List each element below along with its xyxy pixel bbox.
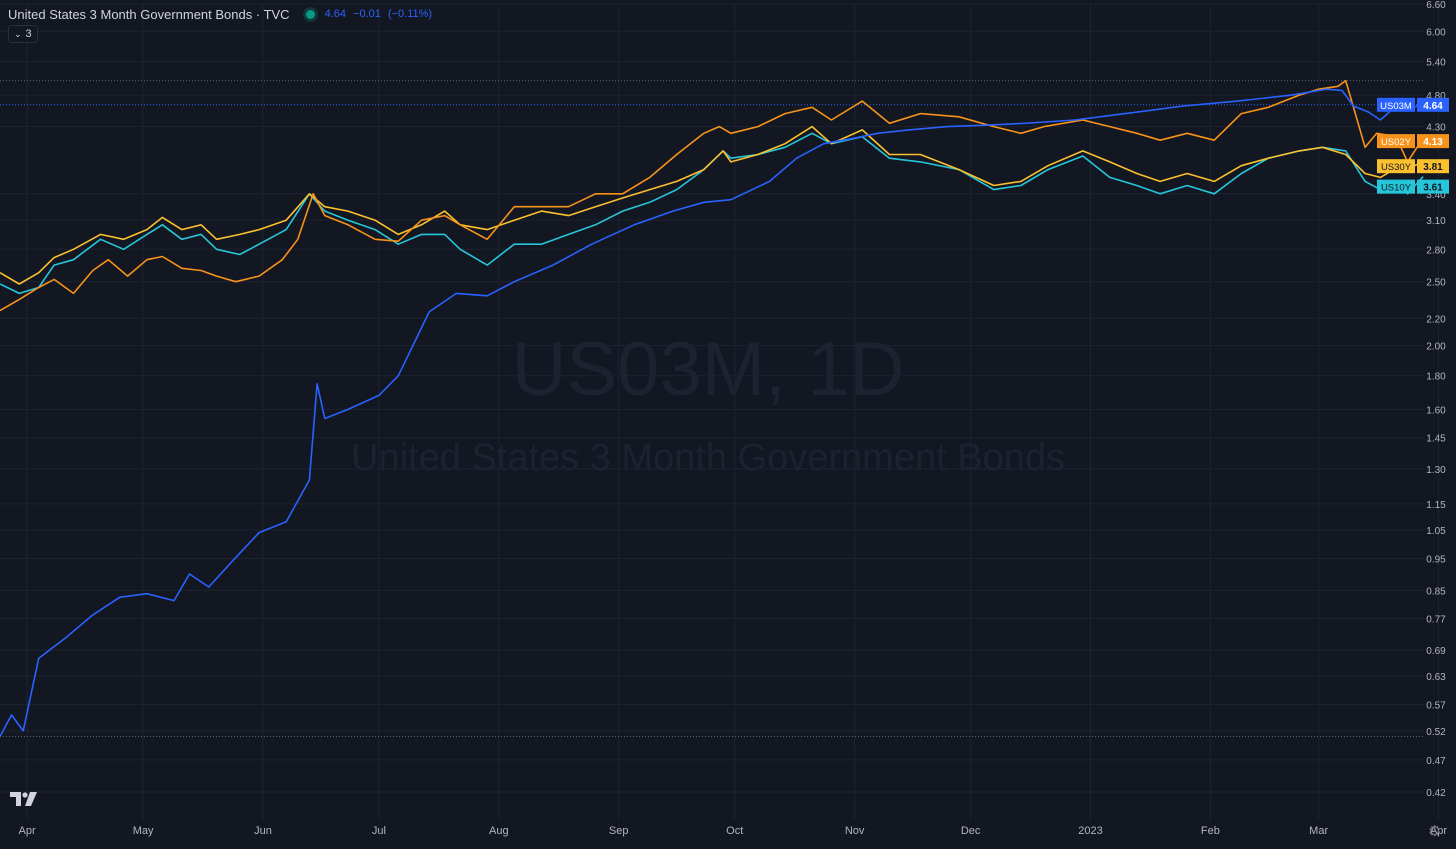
- series-line-us03m: [0, 88, 1424, 737]
- settings-gear-icon[interactable]: ⚙: [1428, 823, 1442, 840]
- y-tick-label: 0.52: [1426, 727, 1446, 738]
- x-tick-label: Apr: [19, 825, 36, 837]
- last-price: 4.64: [324, 8, 346, 20]
- series-value-label: 4.13: [1423, 137, 1443, 148]
- series-name-label: US02Y: [1381, 137, 1412, 148]
- price-axis: 6.60 6.00 5.40 4.80 4.30 3.40 3.10 2.80 2.50 2.20…: [1426, 0, 1446, 799]
- series-value-tag-us30y: [1417, 159, 1449, 174]
- series-name-tag-us10y: [1377, 179, 1415, 194]
- price-change: −0.01: [353, 8, 381, 20]
- x-tick-label: Aug: [489, 825, 509, 837]
- price-change-percent: (−0.11%): [387, 8, 433, 20]
- watermark-symbol: US03M, 1D: [512, 327, 905, 412]
- y-tick-label: 1.05: [1426, 526, 1446, 537]
- y-tick-label: 0.77: [1426, 615, 1446, 626]
- y-tick-label: 6.00: [1426, 27, 1446, 38]
- series-name-tag-us02y: [1377, 134, 1415, 149]
- x-tick-label: Sep: [609, 825, 629, 837]
- y-tick-label: 2.80: [1426, 245, 1446, 256]
- y-tick-label: 0.69: [1426, 646, 1446, 657]
- y-tick-label: 0.57: [1426, 701, 1446, 712]
- y-tick-label: 3.10: [1426, 216, 1446, 227]
- series-value-label: 3.81: [1423, 162, 1443, 173]
- legend-count: 3: [25, 28, 32, 40]
- series-name-tag-us03m: [1377, 97, 1415, 112]
- series-name-label: US10Y: [1381, 183, 1412, 194]
- y-tick-label: 5.40: [1426, 57, 1446, 68]
- y-tick-label: 0.95: [1426, 555, 1446, 566]
- y-tick-label: 2.20: [1426, 314, 1446, 325]
- y-tick-label: 1.15: [1426, 500, 1446, 511]
- series-lines: [0, 79, 1427, 737]
- chart-grid: [0, 3, 1440, 820]
- series-line-us02y: [0, 79, 1424, 312]
- y-tick-label: 2.50: [1426, 278, 1446, 289]
- y-tick-label: 1.80: [1426, 372, 1446, 383]
- series-value-label: 3.61: [1423, 183, 1443, 194]
- y-tick-label: 0.42: [1426, 788, 1446, 799]
- series-value-label: 4.64: [1423, 101, 1443, 112]
- series-line-us30y: [0, 125, 1424, 285]
- x-tick-label: Nov: [845, 825, 865, 837]
- y-tick-label: 0.85: [1426, 586, 1446, 597]
- y-tick-label: 1.60: [1426, 405, 1446, 416]
- y-tick-label: 1.30: [1426, 465, 1446, 476]
- series-value-tag-us02y: [1417, 134, 1449, 149]
- x-tick-label: Mar: [1309, 825, 1328, 837]
- series-name-tag-us30y: [1377, 159, 1415, 174]
- series-value-tag-us10y: [1417, 179, 1449, 194]
- x-tick-label: May: [133, 825, 154, 837]
- y-tick-label: 1.45: [1426, 434, 1446, 445]
- x-tick-label: Jun: [254, 825, 272, 837]
- y-tick-label: 0.63: [1426, 672, 1446, 683]
- y-tick-label: 3.40: [1426, 190, 1446, 201]
- series-value-tag-us03m: [1417, 97, 1449, 112]
- legend-collapse-button[interactable]: ⌄ 3: [8, 25, 38, 43]
- time-axis: Apr May Jun Jul Aug Sep Oct Nov Dec 2023 Feb Mar Apr: [19, 825, 1448, 837]
- x-tick-label: Dec: [961, 825, 981, 837]
- series-name-label: US30Y: [1381, 162, 1412, 173]
- last-value-labels: US03M 4.64 US02Y 4.13 US30Y 3.81 US10Y 3.61: [1377, 97, 1449, 194]
- x-tick-label: Jul: [372, 825, 386, 837]
- y-tick-label: 4.80: [1426, 91, 1446, 102]
- series-name-label: US03M: [1380, 101, 1412, 112]
- y-tick-label: 4.30: [1426, 123, 1446, 134]
- y-tick-label: 2.00: [1426, 342, 1446, 353]
- quote-values: 4.64 −0.01 (−0.11%): [325, 8, 437, 20]
- x-tick-label: 2023: [1078, 825, 1102, 837]
- series-line-us10y: [0, 132, 1424, 295]
- x-tick-label: Oct: [726, 825, 743, 837]
- watermark-description: United States 3 Month Government Bonds: [351, 437, 1065, 479]
- chart-header: United States 3 Month Government Bonds ·…: [8, 5, 436, 23]
- tradingview-logo-icon[interactable]: [10, 792, 38, 811]
- chevron-down-icon: ⌄: [14, 28, 22, 39]
- symbol-title[interactable]: United States 3 Month Government Bonds ·…: [8, 6, 290, 22]
- y-tick-label: 0.47: [1426, 756, 1446, 767]
- market-status-icon: [305, 9, 315, 19]
- x-tick-label: Apr: [1430, 825, 1447, 837]
- y-tick-label: 6.60: [1426, 0, 1446, 11]
- x-tick-label: Feb: [1201, 825, 1220, 837]
